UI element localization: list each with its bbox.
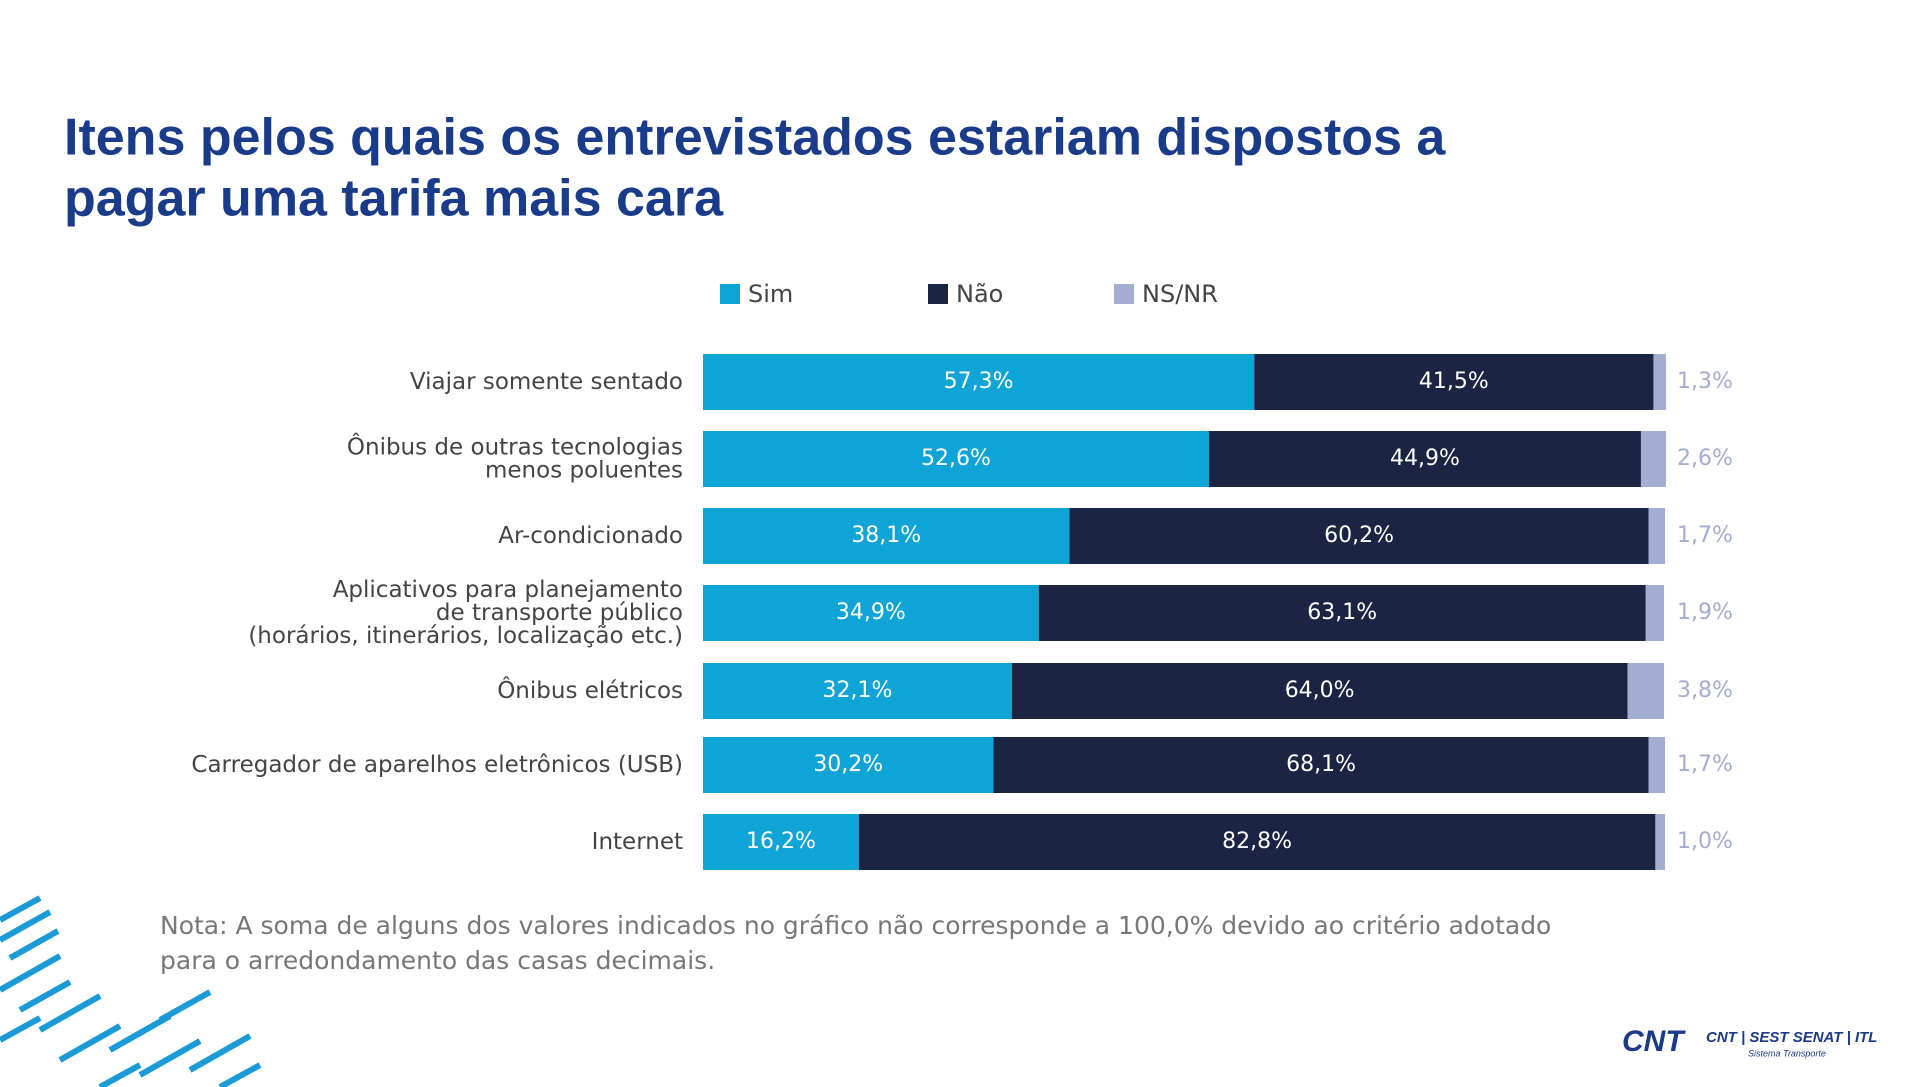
legend-label: Não [956, 280, 1003, 308]
bar-segment [1011, 663, 1628, 719]
category-label: Ônibus elétricos [497, 676, 683, 704]
data-label: 44,9% [1390, 446, 1460, 471]
note: para o arredondamento das casas decimais… [160, 946, 715, 975]
chart-title: pagar uma tarifa mais cara [64, 170, 724, 228]
data-label: 30,2% [813, 752, 883, 777]
bar-segment [703, 431, 1210, 487]
legend-swatch [1114, 284, 1134, 304]
bar-segment [1648, 508, 1665, 564]
data-label: 1,3% [1677, 369, 1733, 394]
decor-pattern [0, 895, 262, 1087]
bar-segment [993, 737, 1649, 793]
data-label: 57,3% [944, 369, 1014, 394]
note: Nota: A soma de alguns dos valores indic… [160, 911, 1551, 940]
category-label: Internet [592, 829, 683, 855]
data-label: 52,6% [921, 446, 991, 471]
bar-segment [703, 508, 1070, 564]
bar-segment [703, 354, 1255, 410]
category-label: Viajar somente sentado [410, 369, 683, 395]
legend-label: NS/NR [1142, 280, 1218, 308]
bar-segment [1627, 663, 1665, 719]
bar-segment [703, 737, 994, 793]
category-label: Ar-condicionado [498, 523, 683, 549]
data-label: 1,9% [1677, 600, 1733, 625]
data-label: 32,1% [822, 678, 892, 703]
bar-segment [1254, 354, 1654, 410]
data-label: 63,1% [1307, 600, 1377, 625]
bar-segment [703, 663, 1012, 719]
data-label: 16,2% [746, 829, 816, 854]
category-label: Aplicativos para planejamento de transpor… [248, 577, 683, 649]
bar-segment [1209, 431, 1641, 487]
brands: CNT | SEST SENAT | ITL [1706, 1029, 1877, 1046]
bar-segment [1648, 737, 1665, 793]
tagline: Sistema Transporte [1748, 1048, 1826, 1058]
data-label: 34,9% [836, 600, 906, 625]
data-label: 64,0% [1285, 678, 1355, 703]
chart-title: Itens pelos quais os entrevistados estar… [64, 109, 1446, 167]
bar-segment [703, 814, 859, 870]
category-label: Carregador de aparelhos eletrônicos (USB… [191, 752, 683, 778]
bar-segment [1653, 354, 1666, 410]
bar-segment [1069, 508, 1649, 564]
data-label: 38,1% [851, 523, 921, 548]
data-label: 2,6% [1677, 446, 1733, 471]
legend-swatch [720, 284, 740, 304]
bar-segment [1645, 585, 1665, 641]
bar-segment [858, 814, 1656, 870]
bar-segment [1640, 431, 1666, 487]
legend-label: Sim [748, 280, 793, 308]
data-label: 3,8% [1677, 678, 1733, 703]
data-label: 68,1% [1286, 752, 1356, 777]
logo: CNT [1622, 1025, 1686, 1058]
bar-segment [703, 585, 1039, 641]
data-label: 1,0% [1677, 829, 1733, 854]
bar-segment [1655, 814, 1665, 870]
data-label: 41,5% [1419, 369, 1489, 394]
data-label: 1,7% [1677, 752, 1733, 777]
legend-swatch [928, 284, 948, 304]
bar-segment [1038, 585, 1646, 641]
data-label: 82,8% [1222, 829, 1292, 854]
category-label: Ônibus de outras tecnologias menos poluen… [347, 432, 683, 483]
data-label: 60,2% [1324, 523, 1394, 548]
data-label: 1,7% [1677, 523, 1733, 548]
